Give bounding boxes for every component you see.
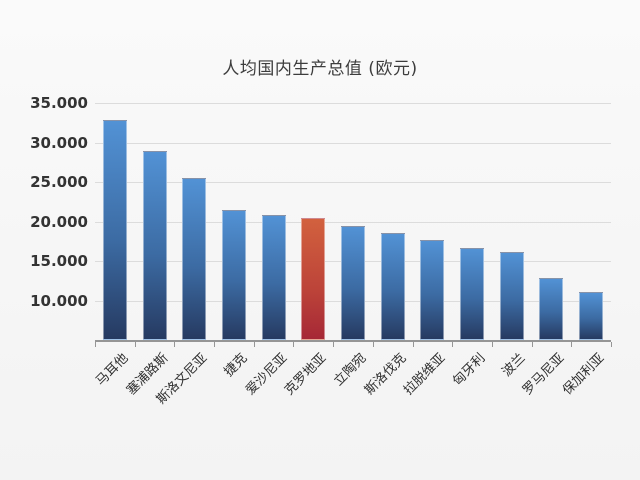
y-axis-tick-label: 10.000: [30, 291, 88, 310]
x-axis-tick: [452, 342, 454, 347]
x-axis-tick: [293, 342, 295, 347]
bar: [261, 215, 286, 340]
gridline: [95, 142, 611, 144]
bar: [380, 233, 405, 340]
bar: [182, 178, 207, 340]
bar: [142, 151, 167, 340]
x-axis-tick: [95, 342, 96, 347]
x-axis-tick: [333, 342, 335, 347]
y-axis-tick-label: 15.000: [30, 252, 88, 270]
bar: [341, 226, 365, 340]
bar: [499, 252, 524, 340]
gridline: [95, 221, 611, 223]
bar: [420, 239, 445, 340]
bar: [221, 210, 246, 340]
y-axis-tick-label: 25.000: [30, 173, 88, 191]
x-axis-tick: [214, 342, 216, 347]
chart-title: 人均国内生产总值 (欧元): [222, 59, 418, 79]
x-axis-tick: [531, 342, 533, 347]
y-axis-tick-label: 30.000: [30, 133, 88, 152]
bar: [539, 278, 564, 340]
bar: [579, 291, 604, 340]
x-axis-tick: [611, 342, 612, 347]
bar-highlighted: [301, 217, 326, 340]
y-axis-tick-label: 20.000: [30, 212, 88, 231]
bar: [102, 119, 127, 340]
y-axis-tick-label: 35.000: [30, 94, 88, 112]
bar: [460, 248, 485, 340]
x-axis-tick: [372, 342, 374, 347]
gridline: [95, 103, 611, 104]
x-axis-tick: [174, 342, 176, 347]
x-axis-tick: [412, 342, 414, 347]
gridline: [95, 182, 611, 183]
x-axis-tick: [571, 342, 573, 347]
x-axis-tick: [134, 342, 136, 347]
x-axis-tick: [253, 342, 255, 347]
x-axis-tick: [491, 342, 493, 347]
plot-area: [95, 103, 611, 342]
